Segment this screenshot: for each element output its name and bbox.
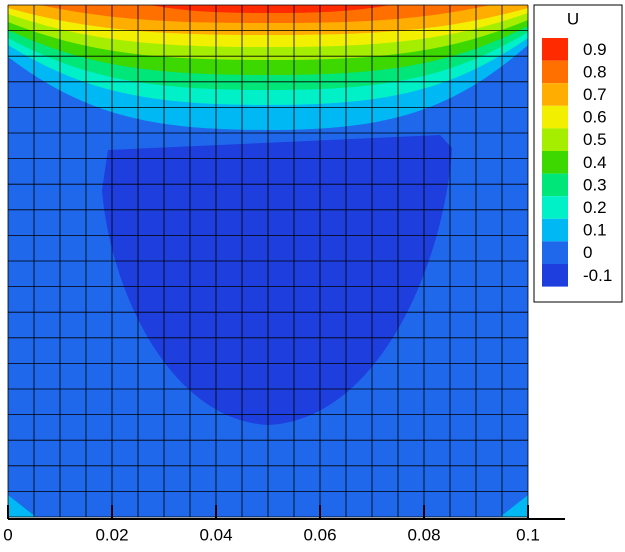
- x-axis: 0 0.02 0.04 0.06 0.08 0.1: [3, 505, 565, 544]
- legend-swatch: [542, 83, 568, 106]
- legend-swatch: [542, 128, 568, 151]
- legend-label: 0.5: [583, 130, 607, 149]
- x-tick-label: 0.1: [516, 525, 540, 544]
- legend-swatch: [542, 218, 568, 242]
- legend-swatch: [542, 173, 568, 197]
- legend-label: 0.6: [583, 108, 607, 127]
- legend-swatch: [542, 60, 568, 84]
- legend-label: 0.3: [583, 175, 607, 194]
- legend-label: 0.7: [583, 85, 607, 104]
- legend-swatch: [542, 151, 568, 174]
- legend-swatch: [542, 105, 568, 129]
- x-tick-label: 0.06: [303, 525, 336, 544]
- legend-label: 0.9: [583, 40, 607, 59]
- contour-region: [102, 135, 452, 425]
- legend-swatch: [542, 38, 568, 61]
- legend-swatch: [542, 196, 568, 219]
- contour-region: [150, 5, 390, 13]
- x-tick-label: 0.04: [199, 525, 232, 544]
- legend-label: 0.8: [583, 62, 607, 81]
- legend-label: -0.1: [583, 266, 612, 285]
- x-tick-label: 0: [3, 525, 12, 544]
- x-tick-label: 0.02: [95, 525, 128, 544]
- mesh: [7, 4, 529, 518]
- legend: 0.9 0.8 0.7 0.6 0.5 0.4 0.3 0.2 0.1 0 -0.1: [542, 38, 612, 287]
- legend-label: 0.4: [583, 153, 607, 172]
- contour-region: [8, 495, 36, 517]
- x-tick-label: 0.08: [407, 525, 440, 544]
- legend-label: 0: [583, 243, 592, 262]
- legend-swatch: [542, 241, 568, 264]
- legend-swatch: [542, 264, 568, 287]
- legend-label: 0.2: [583, 198, 607, 217]
- contour-region: [40, 5, 490, 23]
- legend-title: U: [567, 9, 579, 28]
- legend-label: 0.1: [583, 221, 607, 240]
- contour-region: [500, 495, 528, 517]
